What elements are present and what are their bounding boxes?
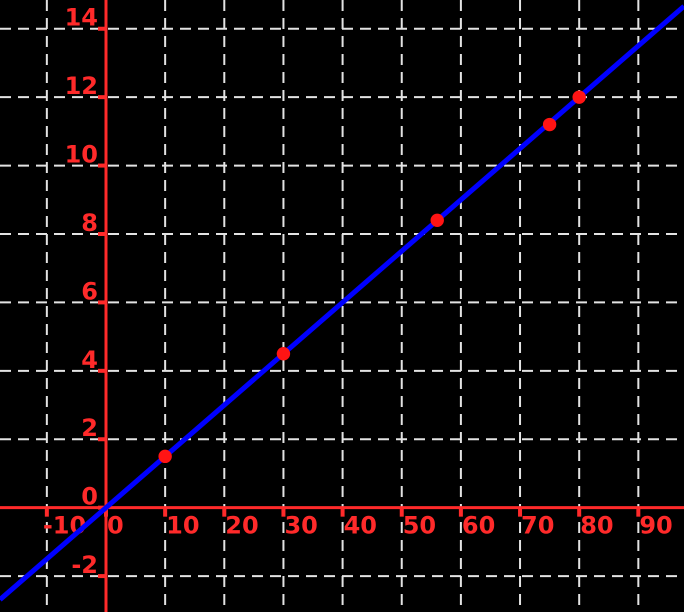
- y-tick-label-6: 6: [81, 277, 98, 305]
- x-tick-label-80: 80: [580, 512, 613, 540]
- y-tick-label-10: 10: [65, 141, 98, 169]
- y-tick-label-14: 14: [65, 4, 98, 32]
- x-tick-label-70: 70: [521, 512, 554, 540]
- data-point-4: [542, 117, 557, 132]
- data-point-5: [572, 90, 586, 104]
- x-tick-label--10: -10: [43, 512, 86, 540]
- y-tick-label--2: -2: [71, 551, 98, 579]
- data-point-2: [276, 347, 291, 361]
- y-tick-label-4: 4: [81, 346, 98, 374]
- y-tick-label-2: 2: [81, 414, 98, 442]
- x-tick-label-0: 0: [107, 512, 124, 540]
- x-tick-label-30: 30: [284, 512, 317, 540]
- y-tick-label-8: 8: [81, 209, 98, 237]
- x-tick-label-10: 10: [166, 512, 199, 540]
- data-point-3: [430, 213, 444, 228]
- x-tick-label-90: 90: [639, 512, 672, 540]
- best-fit-line: [0, 4, 684, 602]
- y-tick-label-12: 12: [65, 72, 98, 100]
- x-tick-label-60: 60: [462, 512, 495, 540]
- x-tick-label-50: 50: [403, 512, 436, 540]
- x-tick-label-20: 20: [225, 512, 258, 540]
- x-tick-label-40: 40: [344, 512, 377, 540]
- data-point-1: [158, 449, 172, 464]
- y-tick-label-0: 0: [81, 483, 98, 511]
